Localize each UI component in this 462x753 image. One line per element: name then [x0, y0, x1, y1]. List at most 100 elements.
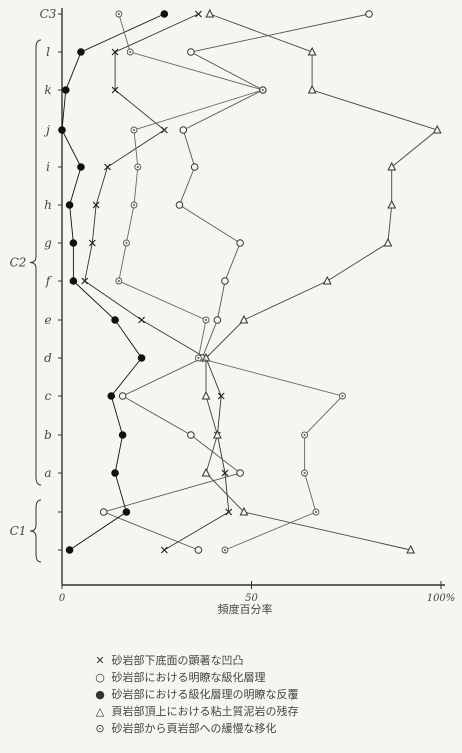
- point-s2-9: [137, 354, 146, 362]
- point-s3-13: [239, 506, 249, 516]
- point-s3-7: [322, 275, 332, 285]
- row-label-e: e: [44, 313, 51, 327]
- triangle-icon: △: [95, 705, 105, 718]
- point-s4-13: [312, 508, 320, 516]
- point-s4-7-dot: [117, 280, 120, 282]
- point-s0-3: [160, 126, 168, 134]
- point-s3-8: [239, 314, 249, 324]
- legend-label-1: 砂岩部における明瞭な級化層理: [111, 671, 266, 684]
- point-s2-1: [77, 48, 85, 56]
- point-s4-2-dot: [261, 89, 264, 91]
- point-s2-4: [77, 163, 85, 171]
- point-s2-7: [69, 277, 78, 285]
- series-line-4: [118, 13, 344, 551]
- point-s4-1: [126, 48, 134, 56]
- point-s0-10-b: [217, 392, 225, 400]
- point-s1-13: [99, 508, 108, 516]
- row-label-h: h: [44, 198, 52, 212]
- point-s1-8: [213, 316, 222, 324]
- point-s0-7-b: [81, 277, 89, 285]
- point-s0-2-b: [111, 86, 119, 94]
- point-s2-6: [69, 239, 78, 247]
- point-s0-0-b: [195, 10, 202, 18]
- point-s4-9-dot: [197, 357, 200, 359]
- point-s0-5-b: [92, 201, 100, 209]
- legend-item-1: ○ 砂岩部における明瞭な級化層理: [92, 669, 452, 686]
- point-s0-7: [81, 277, 89, 285]
- series-line-2: [61, 13, 165, 551]
- group-label-1: C1: [10, 524, 27, 538]
- point-s0-13: [225, 508, 233, 516]
- point-s4-11: [301, 431, 309, 439]
- point-s1-7: [221, 277, 229, 285]
- point-s0-8-b: [138, 316, 146, 324]
- point-s4-8: [202, 316, 210, 324]
- legend-item-4: ⊙ 砂岩部から頁岩部への緩慢な移化: [92, 720, 452, 737]
- point-s2-10: [107, 392, 116, 400]
- point-s0-1-b: [111, 48, 119, 56]
- point-s4-11-dot: [303, 434, 306, 436]
- labels: 0 50 100% 頻度百分率 C3 l k j i h g f e d c b a C2 C1: [10, 7, 456, 616]
- point-s4-3-dot: [133, 129, 136, 131]
- point-s2-8: [111, 316, 119, 324]
- point-s0-12: [221, 469, 229, 477]
- legend-item-2: ● 砂岩部における級化層理の明瞭な反覆: [92, 686, 452, 703]
- x-axis-label: 頻度百分率: [218, 602, 273, 616]
- point-s0-14-b: [160, 546, 168, 554]
- point-s1-4: [190, 163, 199, 171]
- series-layer: [58, 8, 442, 554]
- point-s4-6-dot: [125, 242, 128, 244]
- point-s0-5: [92, 201, 100, 209]
- point-s4-8-dot: [205, 319, 208, 321]
- row-label-l: l: [46, 45, 50, 59]
- point-s2-13: [122, 508, 131, 516]
- point-s1-1: [187, 48, 195, 56]
- group-label-0: C2: [10, 256, 27, 270]
- row-label-d: d: [44, 351, 52, 365]
- point-s1-12: [236, 469, 244, 477]
- point-s1-10: [118, 392, 127, 400]
- point-s4-0: [115, 10, 123, 18]
- filled-circle-icon: ●: [95, 688, 105, 701]
- point-s4-0-dot: [117, 13, 120, 15]
- row-label-b: b: [44, 428, 52, 442]
- point-s4-13-dot: [314, 511, 317, 513]
- point-s0-3-b: [160, 126, 168, 134]
- point-s2-5: [65, 201, 74, 209]
- point-s1-11: [187, 431, 195, 439]
- legend-item-3: △ 頁岩部頂上における粘土質泥岩の残存: [92, 703, 452, 720]
- point-s0-8: [138, 316, 146, 324]
- point-s1-3: [179, 126, 188, 134]
- point-s3-6: [383, 237, 393, 247]
- point-s0-0: [195, 10, 202, 18]
- point-s0-6: [88, 239, 96, 247]
- legend: ✕ 砂岩部下底面の顕著な凹凸 ○ 砂岩部における明瞭な級化層理 ● 砂岩部におけ…: [92, 652, 452, 737]
- point-s0-14: [160, 546, 168, 554]
- row-label-k: k: [44, 83, 51, 97]
- x-tick-label-0: 0: [59, 593, 66, 604]
- point-s4-14-dot: [223, 549, 226, 551]
- group-brace-0: [29, 39, 42, 486]
- point-s2-11: [118, 431, 127, 439]
- point-s2-0: [160, 10, 169, 18]
- point-s0-4-b: [104, 163, 111, 171]
- point-s1-0: [365, 10, 373, 18]
- x-tick-label-2: 100%: [427, 593, 456, 604]
- cross-icon: ✕: [95, 654, 105, 667]
- row-label-c: c: [45, 389, 52, 403]
- point-s4-9: [194, 354, 202, 362]
- point-s0-4: [104, 163, 111, 171]
- point-s3-0: [205, 8, 215, 18]
- point-s0-2: [111, 86, 119, 94]
- row-label-j: j: [43, 123, 50, 137]
- point-s4-4: [134, 163, 142, 171]
- point-s2-12: [111, 469, 119, 477]
- row-label-g: g: [44, 236, 52, 250]
- point-s4-5-dot: [133, 204, 136, 206]
- point-s3-12: [201, 467, 211, 477]
- legend-label-2: 砂岩部における級化層理の明瞭な反覆: [111, 688, 299, 701]
- point-s4-4-dot: [136, 166, 139, 168]
- point-s4-1-dot: [129, 51, 132, 53]
- point-s4-5: [130, 201, 138, 209]
